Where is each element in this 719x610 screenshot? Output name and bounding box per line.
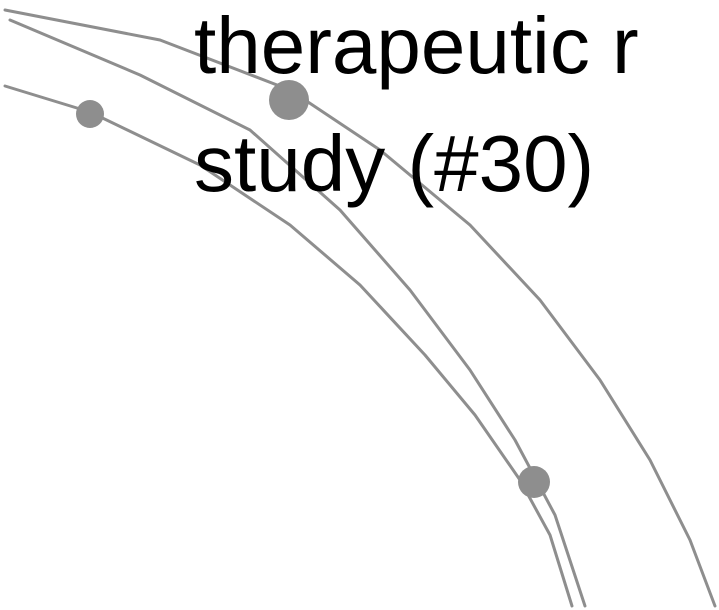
node-top-large xyxy=(269,80,309,120)
diagram-title: therapeutic r study (#30) xyxy=(194,1,639,208)
node-bottom-medium xyxy=(518,466,550,498)
title-line-2: study (#30) xyxy=(194,119,594,208)
node-left-small xyxy=(76,100,104,128)
title-line-1: therapeutic r xyxy=(194,1,639,90)
outer-arc-line xyxy=(3,8,717,608)
diagram-nodes xyxy=(76,80,550,498)
diagram-links xyxy=(3,8,717,608)
inner-arc-line xyxy=(3,84,574,608)
